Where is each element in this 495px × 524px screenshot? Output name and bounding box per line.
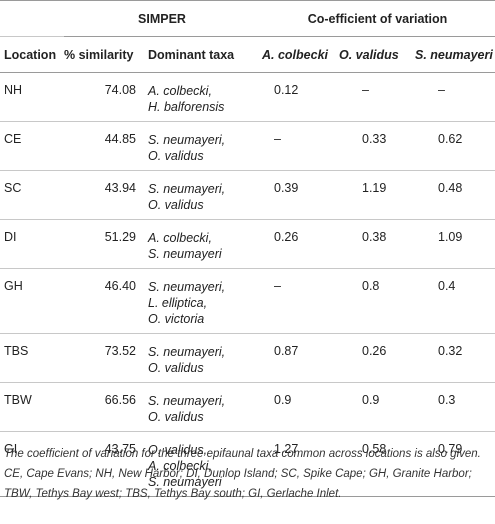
a-colbecki-cell: 0.87 [260, 333, 336, 383]
s-neumayeri-header: S. neumayeri [412, 36, 495, 73]
o-validus-cell: 0.26 [336, 333, 412, 383]
empty-header-cell [0, 0, 64, 37]
dominant-taxa-cell: A. colbecki, H. balforensis [144, 72, 260, 122]
o-validus-cell: 0.8 [336, 268, 412, 334]
a-colbecki-cell: 0.26 [260, 219, 336, 269]
a-colbecki-header: A. colbecki [260, 36, 336, 73]
o-validus-cell: 0.9 [336, 382, 412, 432]
s-neumayeri-cell: 0.79 [412, 431, 495, 497]
table-row: TBS 73.52 S. neumayeri, O. validus 0.87 0… [0, 333, 495, 383]
location-cell: GI [0, 431, 64, 497]
location-cell: SC [0, 170, 64, 220]
taxon: S. neumayeri, [148, 280, 226, 294]
dominant-taxa-cell: S. neumayeri, O. validus [144, 382, 260, 432]
similarity-cell: 51.29 [64, 219, 144, 269]
a-colbecki-cell: 0.12 [260, 72, 336, 122]
taxon: O. victoria [148, 312, 205, 326]
location-cell: DI [0, 219, 64, 269]
taxon: S. neumayeri [148, 247, 222, 261]
s-neumayeri-cell: 0.4 [412, 268, 495, 334]
taxon: A. colbecki, [148, 231, 212, 245]
taxon: L. elliptica, [148, 296, 208, 310]
s-neumayeri-cell: – [412, 72, 495, 122]
table-body: NH 74.08 A. colbecki, H. balforensis 0.12… [0, 72, 495, 497]
a-colbecki-cell: 0.39 [260, 170, 336, 220]
simper-table: SIMPER Co-efficient of variation Locatio… [0, 0, 495, 497]
similarity-cell: 43.94 [64, 170, 144, 220]
o-validus-cell: – [336, 72, 412, 122]
similarity-cell: 74.08 [64, 72, 144, 122]
dominant-taxa-cell: A. colbecki, S. neumayeri [144, 219, 260, 269]
dominant-taxa-cell: O. validus, A. colbecki, S. neumayeri [144, 431, 260, 497]
s-neumayeri-cell: 0.3 [412, 382, 495, 432]
o-validus-header: O. validus [336, 36, 412, 73]
table-row: DI 51.29 A. colbecki, S. neumayeri 0.26 0… [0, 219, 495, 269]
similarity-cell: 66.56 [64, 382, 144, 432]
table-row: SC 43.94 S. neumayeri, O. validus 0.39 1.… [0, 170, 495, 220]
dominant-taxa-cell: S. neumayeri, L. elliptica, O. victoria [144, 268, 260, 334]
dominant-taxa-cell: S. neumayeri, O. validus [144, 333, 260, 383]
cov-group-header: Co-efficient of variation [260, 0, 495, 37]
similarity-cell: 46.40 [64, 268, 144, 334]
table-row: GI 43.75 O. validus, A. colbecki, S. neuma… [0, 431, 495, 497]
o-validus-cell: 1.19 [336, 170, 412, 220]
taxon: A. colbecki, [148, 459, 212, 473]
taxon: S. neumayeri, [148, 133, 226, 147]
similarity-header: % similarity [64, 36, 144, 73]
o-validus-cell: 0.58 [336, 431, 412, 497]
table-footnote: The coefficient of variation for the thr… [4, 448, 481, 500]
location-header: Location [0, 36, 64, 73]
taxon: S. neumayeri, [148, 182, 226, 196]
table-row: GH 46.40 S. neumayeri, L. elliptica, O. vi… [0, 268, 495, 334]
taxon: O. validus [148, 361, 204, 375]
simper-group-header: SIMPER [64, 0, 260, 37]
dominant-taxa-cell: S. neumayeri, O. validus [144, 121, 260, 171]
a-colbecki-cell: 0.9 [260, 382, 336, 432]
s-neumayeri-cell: 0.32 [412, 333, 495, 383]
s-neumayeri-cell: 0.48 [412, 170, 495, 220]
column-header-row: Location % similarity Dominant taxa A. c… [0, 36, 495, 73]
taxon: O. validus [148, 149, 204, 163]
taxon: O. validus [148, 198, 204, 212]
similarity-cell: 73.52 [64, 333, 144, 383]
a-colbecki-cell: – [260, 121, 336, 171]
table-row: NH 74.08 A. colbecki, H. balforensis 0.12… [0, 72, 495, 122]
location-cell: TBW [0, 382, 64, 432]
taxon: S. neumayeri, [148, 394, 226, 408]
taxon: S. neumayeri, [148, 345, 226, 359]
taxon: O. validus, [148, 443, 208, 457]
location-cell: CE [0, 121, 64, 171]
dominant-taxa-cell: S. neumayeri, O. validus [144, 170, 260, 220]
group-header-row: SIMPER Co-efficient of variation [0, 0, 495, 37]
o-validus-cell: 0.38 [336, 219, 412, 269]
taxon: H. balforensis [148, 100, 225, 114]
similarity-cell: 44.85 [64, 121, 144, 171]
table-row: CE 44.85 S. neumayeri, O. validus – 0.33 … [0, 121, 495, 171]
location-cell: TBS [0, 333, 64, 383]
s-neumayeri-cell: 0.62 [412, 121, 495, 171]
taxon: S. neumayeri [148, 475, 222, 489]
location-cell: GH [0, 268, 64, 334]
o-validus-cell: 0.33 [336, 121, 412, 171]
similarity-cell: 43.75 [64, 431, 144, 497]
taxon: O. validus [148, 410, 204, 424]
taxon: A. colbecki, [148, 84, 212, 98]
a-colbecki-cell: – [260, 268, 336, 334]
location-cell: NH [0, 72, 64, 122]
a-colbecki-cell: 1.27 [260, 431, 336, 497]
s-neumayeri-cell: 1.09 [412, 219, 495, 269]
dominant-taxa-header: Dominant taxa [144, 36, 260, 73]
table-row: TBW 66.56 S. neumayeri, O. validus 0.9 0.… [0, 382, 495, 432]
